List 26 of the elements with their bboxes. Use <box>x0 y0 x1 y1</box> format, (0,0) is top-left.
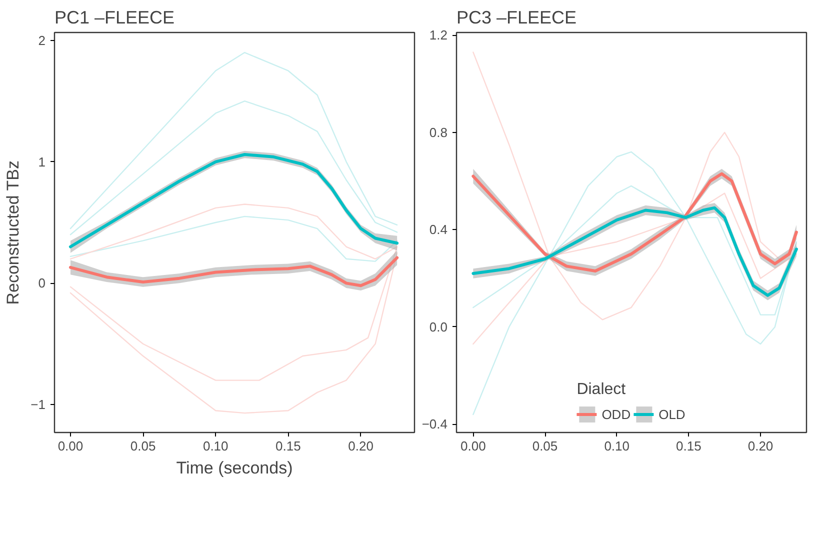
chart-title: PC3 –FLEECE <box>456 8 577 28</box>
legend-title: Dialect <box>576 381 627 399</box>
y-tick-label: −1 <box>30 397 46 412</box>
x-tick-label: 0.20 <box>748 438 774 454</box>
x-tick-label: 0.15 <box>676 438 702 454</box>
x-tick-label: 0.10 <box>202 438 228 454</box>
chart-title: PC1 –FLEECE <box>54 8 175 28</box>
x-tick-label: 0.15 <box>276 438 301 454</box>
y-tick-label: 1 <box>38 154 46 170</box>
y-tick-label: 2 <box>38 32 46 48</box>
legend-label: ODD <box>602 406 631 422</box>
y-tick-label: 0 <box>38 276 46 291</box>
x-tick-label: 0.05 <box>130 438 156 454</box>
x-axis-title: Time (seconds) <box>176 458 293 478</box>
y-tick-label: 0.0 <box>429 319 448 334</box>
y-tick-label: −0.4 <box>422 416 448 432</box>
y-tick-label: 1.2 <box>429 28 448 43</box>
legend-label: OLD <box>658 406 686 422</box>
y-tick-label: 0.4 <box>429 222 448 238</box>
x-tick-label: 0.00 <box>58 438 84 454</box>
y-tick-label: 0.8 <box>429 124 448 140</box>
x-tick-label: 0.05 <box>532 438 558 454</box>
x-tick-label: 0.00 <box>460 438 486 454</box>
y-axis-title: Reconstructed TBz <box>4 160 23 305</box>
x-tick-label: 0.20 <box>348 438 374 454</box>
x-tick-label: 0.10 <box>604 438 630 454</box>
